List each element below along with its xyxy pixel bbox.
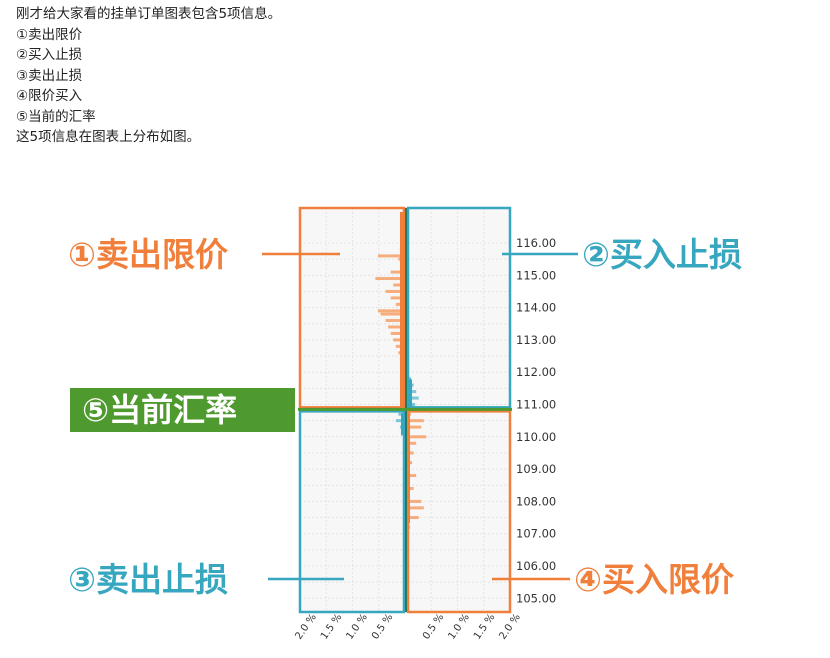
intro-line: 刚才给大家看的挂单订单图表包含5项信息。 bbox=[16, 6, 282, 22]
bar bbox=[395, 419, 406, 423]
bar bbox=[385, 289, 406, 293]
panel-borders bbox=[298, 206, 512, 614]
x-axis-labels: 2.0 % 1.5 % 1.0 % 0.5 % 0.5 % 1.0 % 1.5 % 2.0 % bbox=[293, 612, 522, 642]
y-tick-label: 114.00 bbox=[516, 301, 556, 315]
callout-buy-stop-label: ②买入止损 bbox=[582, 235, 742, 274]
y-tick-label: 106.00 bbox=[516, 559, 556, 573]
bar bbox=[390, 296, 406, 300]
bar bbox=[406, 396, 419, 400]
y-tick-label: 105.00 bbox=[516, 591, 556, 605]
bar bbox=[406, 499, 422, 503]
intro-line: ④限价买入 bbox=[16, 88, 83, 104]
callout-sell-limit: ①卖出限价 bbox=[68, 235, 340, 274]
bar bbox=[385, 319, 406, 323]
x-tick-label: 1.0 % bbox=[344, 612, 369, 642]
bar bbox=[377, 254, 406, 258]
bar bbox=[406, 441, 417, 445]
bar bbox=[390, 331, 406, 335]
bar bbox=[375, 277, 406, 281]
y-tick-label: 107.00 bbox=[516, 527, 556, 541]
y-tick-label: 115.00 bbox=[516, 268, 556, 282]
callout-current-rate: ⑤当前汇率 bbox=[70, 388, 295, 432]
panel-sell-stop bbox=[298, 410, 406, 614]
x-tick-label: 1.0 % bbox=[446, 612, 471, 642]
intro-text: 刚才给大家看的挂单订单图表包含5项信息。 ①卖出限价 ②买入止损 ③卖出止损 ④… bbox=[16, 4, 816, 148]
bar bbox=[393, 283, 406, 287]
y-tick-label: 109.00 bbox=[516, 462, 556, 476]
callout-sell-stop-label: ③卖出止损 bbox=[68, 560, 228, 599]
x-tick-label: 1.5 % bbox=[319, 612, 344, 642]
bar bbox=[406, 516, 419, 520]
bar bbox=[406, 425, 422, 429]
y-tick-label: 112.00 bbox=[516, 365, 556, 379]
x-tick-label: 2.0 % bbox=[497, 612, 522, 642]
callout-buy-limit-label: ④买入限价 bbox=[574, 560, 734, 599]
callout-sell-limit-label: ①卖出限价 bbox=[68, 235, 228, 274]
bar bbox=[380, 312, 406, 316]
bar bbox=[393, 338, 406, 342]
intro-line: ②买入止损 bbox=[16, 47, 83, 63]
intro-line: 这5项信息在图表上分布如图。 bbox=[16, 129, 201, 145]
bar bbox=[406, 474, 417, 478]
callout-buy-limit: ④买入限价 bbox=[492, 560, 734, 599]
x-tick-label: 0.5 % bbox=[370, 612, 395, 642]
y-tick-label: 111.00 bbox=[516, 398, 556, 412]
intro-line: ①卖出限价 bbox=[16, 26, 83, 43]
bar bbox=[390, 270, 406, 274]
bar bbox=[406, 435, 427, 439]
bar bbox=[406, 506, 424, 510]
callout-current-rate-box bbox=[70, 388, 295, 432]
x-tick-label: 1.5 % bbox=[472, 612, 497, 642]
bar bbox=[377, 309, 406, 313]
callout-sell-stop: ③卖出止损 bbox=[68, 560, 344, 599]
y-tick-label: 110.00 bbox=[516, 430, 556, 444]
y-tick-label: 113.00 bbox=[516, 333, 556, 347]
x-tick-label: 0.5 % bbox=[421, 612, 446, 642]
bar bbox=[388, 325, 406, 329]
y-tick-label: 108.00 bbox=[516, 494, 556, 508]
y-tick-label: 116.00 bbox=[516, 236, 556, 250]
panel-buy-limit bbox=[406, 410, 512, 614]
bar bbox=[406, 419, 424, 423]
x-tick-label: 2.0 % bbox=[293, 612, 318, 642]
callout-buy-stop: ②买入止损 bbox=[502, 235, 742, 274]
intro-line: ⑤当前的汇率 bbox=[16, 108, 96, 125]
intro-line: ③卖出止损 bbox=[16, 67, 83, 84]
y-axis-labels: 116.00 115.00 114.00 113.00 112.00 111.00 110.… bbox=[516, 236, 556, 605]
panel-buy-stop bbox=[406, 206, 512, 409]
panel-sell-limit bbox=[298, 206, 406, 409]
callout-current-rate-label: ⑤当前汇率 bbox=[82, 391, 237, 429]
